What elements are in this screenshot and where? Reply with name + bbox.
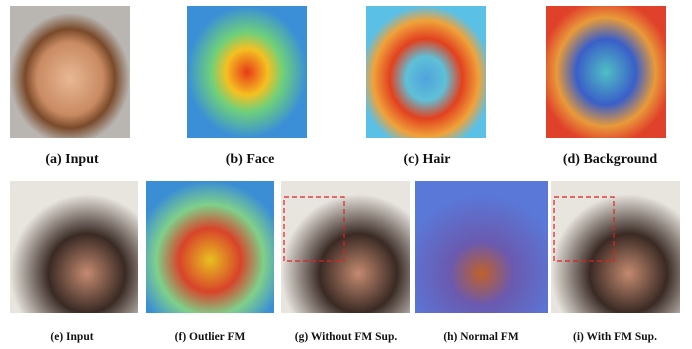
heatmap xyxy=(415,181,548,313)
caption: (h) Normal FM xyxy=(443,331,519,343)
caption: (f) Outlier FM xyxy=(175,331,246,343)
caption: (a) Input xyxy=(45,152,99,167)
image xyxy=(281,181,410,313)
caption: (d) Background xyxy=(563,152,657,167)
caption: (c) Hair xyxy=(403,152,450,167)
caption: (b) Face xyxy=(226,152,275,167)
heatmap xyxy=(146,181,274,313)
caption: (g) Without FM Sup. xyxy=(295,331,398,343)
page: (a) Input (b) Face (c) Hair (d) Backgrou… xyxy=(0,0,692,349)
heatmap xyxy=(546,6,666,138)
image xyxy=(10,181,138,313)
image xyxy=(551,181,680,313)
caption: (i) With FM Sup. xyxy=(573,331,657,343)
image xyxy=(10,6,130,138)
figure: (a) Input (b) Face (c) Hair (d) Backgrou… xyxy=(0,0,692,349)
heatmap xyxy=(187,6,307,138)
heatmap xyxy=(366,6,486,138)
caption: (e) Input xyxy=(50,331,93,343)
